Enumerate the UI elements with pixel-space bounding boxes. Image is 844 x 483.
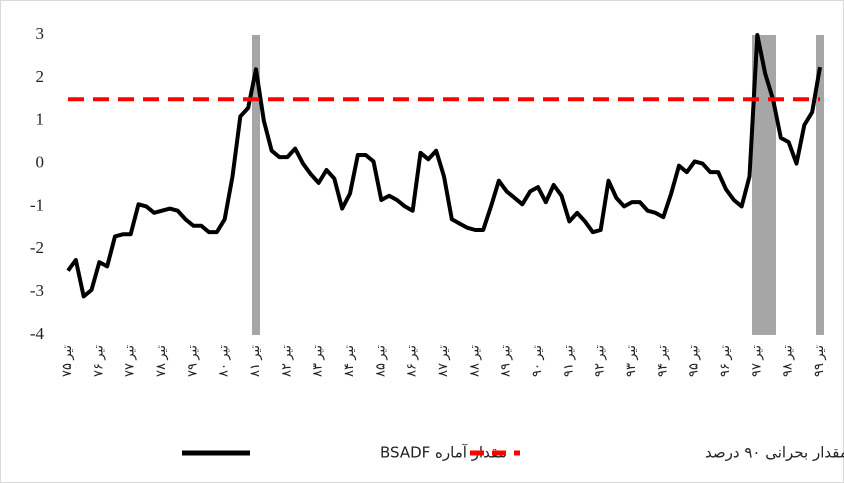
legend-label: مقدار آماره BSADF [380, 444, 507, 462]
y-tick-label: 2 [36, 67, 45, 86]
legend: مقدار آماره BSADF مقدار بحرانی ۹۰ درصد [182, 444, 844, 462]
y-tick-label: 0 [36, 152, 45, 171]
y-tick-label: -4 [30, 324, 45, 343]
x-tick-label: تیر ۷۶ [90, 345, 106, 377]
shade [816, 35, 824, 335]
x-tick-label: تیر ۹۹ [811, 345, 827, 377]
data-line [66, 33, 822, 299]
x-tick-label: تیر ۸۲ [278, 345, 294, 377]
x-tick-label: تیر ۸۱ [247, 345, 263, 377]
x-tick-label: تیر ۹۷ [748, 345, 764, 377]
x-tick-label: تیر ۹۵ [686, 345, 702, 377]
x-tick-label: تیر ۸۵ [372, 345, 388, 377]
y-tick-label: 3 [36, 24, 45, 43]
shade [252, 35, 260, 335]
x-tick-label: تیر ۹۸ [780, 345, 796, 377]
x-tick-label: تیر ۸۶ [404, 345, 420, 377]
x-tick-label: تیر ۹۳ [623, 345, 639, 377]
x-tick-label: تیر ۹۱ [560, 345, 576, 377]
y-tick-label: -2 [30, 238, 44, 257]
x-tick-label: تیر ۹۴ [654, 345, 670, 377]
x-tick-label: تیر ۹۶ [717, 345, 733, 377]
x-tick-label: تیر ۸۳ [310, 345, 326, 377]
x-tick-label: تیر ۸۴ [341, 345, 357, 377]
x-tick-label: تیر ۸۹ [498, 345, 514, 377]
y-tick-label: 1 [36, 110, 45, 129]
x-tick-label: تیر ۷۷ [122, 345, 138, 377]
legend-label: مقدار بحرانی ۹۰ درصد [705, 444, 844, 462]
x-tick-label: تیر ۷۹ [184, 345, 200, 377]
x-tick-label: تیر ۷۵ [59, 345, 75, 377]
x-tick-label: تیر ۸۸ [466, 345, 482, 377]
x-tick-label: تیر ۹۲ [592, 345, 608, 377]
y-tick-label: -3 [30, 281, 44, 300]
x-tick-label: تیر ۸۰ [216, 345, 232, 377]
x-tick-label: تیر ۸۷ [435, 345, 451, 377]
y-tick-label: -1 [30, 195, 44, 214]
x-tick-label: تیر ۹۰ [529, 345, 545, 377]
x-tick-label: تیر ۷۸ [153, 345, 169, 377]
